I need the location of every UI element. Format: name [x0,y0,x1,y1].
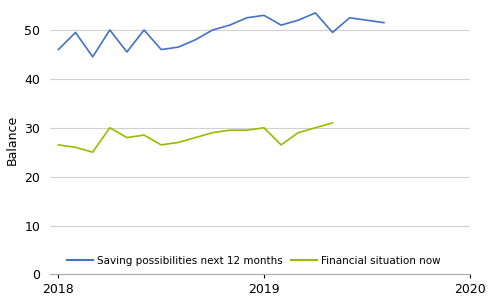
Line: Financial situation now: Financial situation now [58,123,332,152]
Financial situation now [107,126,113,130]
Financial situation now [141,133,147,137]
Financial situation now [312,126,318,130]
Financial situation now [295,131,301,134]
Financial situation now [73,146,79,149]
Financial situation now [244,128,250,132]
Financial situation now [90,150,96,154]
Saving possibilities next 12 months [278,23,284,27]
Saving possibilities next 12 months [141,28,147,32]
Saving possibilities next 12 months [347,16,353,20]
Legend: Saving possibilities next 12 months, Financial situation now: Saving possibilities next 12 months, Fin… [63,253,444,269]
Saving possibilities next 12 months [295,18,301,22]
Financial situation now [124,136,130,139]
Saving possibilities next 12 months [90,55,96,59]
Saving possibilities next 12 months [329,31,335,34]
Financial situation now [227,128,233,132]
Financial situation now [158,143,164,147]
Financial situation now [210,131,216,134]
Financial situation now [261,126,267,130]
Saving possibilities next 12 months [192,38,198,42]
Y-axis label: Balance: Balance [5,115,19,165]
Financial situation now [278,143,284,147]
Saving possibilities next 12 months [261,14,267,17]
Saving possibilities next 12 months [364,18,370,22]
Saving possibilities next 12 months [73,31,79,34]
Saving possibilities next 12 months [312,11,318,15]
Financial situation now [329,121,335,125]
Saving possibilities next 12 months [175,45,181,49]
Saving possibilities next 12 months [124,50,130,54]
Saving possibilities next 12 months [55,48,61,51]
Saving possibilities next 12 months [158,48,164,51]
Saving possibilities next 12 months [381,21,387,24]
Financial situation now [55,143,61,147]
Financial situation now [175,141,181,144]
Saving possibilities next 12 months [210,28,216,32]
Saving possibilities next 12 months [244,16,250,20]
Line: Saving possibilities next 12 months: Saving possibilities next 12 months [58,13,384,57]
Saving possibilities next 12 months [107,28,113,32]
Saving possibilities next 12 months [227,23,233,27]
Financial situation now [192,136,198,139]
